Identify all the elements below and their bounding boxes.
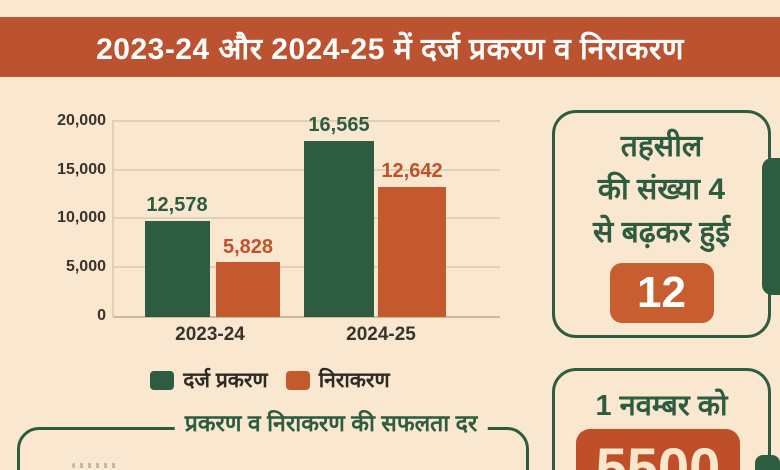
legend-label: निराकरण bbox=[318, 369, 390, 392]
x-label-2024-25: 2024-25 bbox=[346, 324, 416, 345]
tehsil-card-line3: से बढ़कर हुई bbox=[593, 216, 730, 249]
value-label-12642: 12,642 bbox=[381, 160, 443, 182]
right-edge-tab bbox=[762, 158, 780, 295]
bar-2024-25-nirakaran bbox=[378, 187, 446, 317]
clipped-text-fragment bbox=[72, 463, 118, 468]
y-axis-line bbox=[112, 120, 114, 318]
legend-swatch-orange-icon bbox=[285, 370, 310, 390]
november-card-title: 1 नवम्बर को bbox=[595, 390, 728, 422]
y-tick-10000: 10,000 bbox=[57, 209, 106, 226]
value-label-5828: 5,828 bbox=[222, 236, 274, 258]
chart-legend: दर्ज प्रकरण निराकरण bbox=[0, 366, 540, 394]
bar-2023-24-nirakaran bbox=[216, 262, 280, 317]
tehsil-card-line2: की संख्या 4 bbox=[597, 173, 726, 206]
november-card: 1 नवम्बर को 5500 bbox=[552, 368, 771, 470]
y-tick-15000: 15,000 bbox=[57, 161, 106, 178]
gridline-20000 bbox=[112, 120, 500, 122]
y-tick-20000: 20,000 bbox=[57, 112, 106, 129]
page-title: 2023-24 और 2024-25 में दर्ज प्रकरण व निर… bbox=[96, 32, 684, 66]
right-edge-tab-fragment bbox=[755, 455, 780, 470]
x-label-2023-24: 2023-24 bbox=[175, 324, 245, 345]
value-label-12578: 12,578 bbox=[146, 194, 208, 216]
legend-swatch-green-icon bbox=[150, 370, 175, 390]
success-rate-title: प्रकरण व निराकरण की सफलता दर bbox=[174, 406, 488, 438]
bar-2023-24-darj-prakaran bbox=[145, 221, 210, 317]
tehsil-card: तहसील की संख्या 4 से बढ़कर हुई 12 bbox=[552, 110, 771, 338]
x-axis-line bbox=[112, 316, 500, 318]
y-tick-0: 0 bbox=[97, 307, 106, 324]
y-tick-5000: 5,000 bbox=[65, 258, 106, 275]
legend-item-darj-prakaran: दर्ज प्रकरण bbox=[150, 366, 268, 394]
value-label-16565: 16,565 bbox=[308, 114, 370, 136]
bar-2024-25-darj-prakaran bbox=[304, 141, 374, 317]
header-banner: 2023-24 और 2024-25 में दर्ज प्रकरण व निर… bbox=[0, 17, 780, 77]
november-count-badge: 5500 bbox=[576, 429, 740, 470]
tehsil-card-line1: तहसील bbox=[620, 130, 703, 163]
legend-label: दर्ज प्रकरण bbox=[183, 369, 268, 392]
legend-item-nirakaran: निराकरण bbox=[285, 366, 390, 394]
tehsil-count-badge: 12 bbox=[609, 263, 714, 323]
